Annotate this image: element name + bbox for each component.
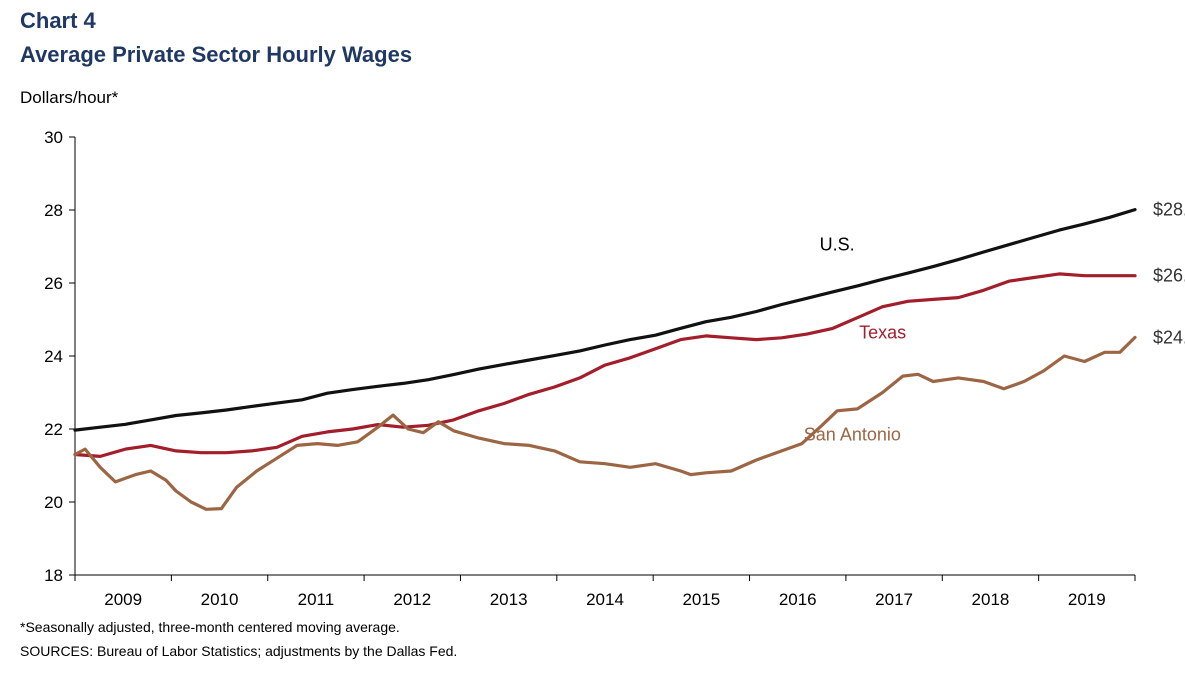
series-label: San Antonio <box>804 424 901 444</box>
x-tick-label: 2010 <box>201 590 239 609</box>
series-label: Texas <box>859 322 906 342</box>
series-line-u-s <box>73 208 1137 432</box>
x-tick-label: 2013 <box>490 590 528 609</box>
series-line-texas <box>73 272 1137 458</box>
x-tick-label: 2011 <box>298 590 335 609</box>
y-tick-label: 20 <box>44 493 63 512</box>
x-tick-label: 2018 <box>972 590 1010 609</box>
y-tick-label: 28 <box>44 201 63 220</box>
labels-layer: $28.01 $26.20 $24.51 U.S. Texas San Antonio <box>804 200 1185 445</box>
x-tick-label: 2012 <box>393 590 431 609</box>
footnote: *Seasonally adjusted, three-month center… <box>20 619 400 635</box>
y-tick-label: 26 <box>44 274 63 293</box>
y-tick-label: 22 <box>44 420 63 439</box>
x-tick-label: 2019 <box>1068 590 1106 609</box>
sources-note: SOURCES: Bureau of Labor Statistics; adj… <box>20 643 458 659</box>
end-value-label: $26.20 <box>1153 266 1185 286</box>
series-line-san-antonio <box>73 335 1137 511</box>
end-value-label: $24.51 <box>1153 327 1185 347</box>
chart-axes: 18 20 22 24 26 28 30 2009 2010 2011 2012 2013 2014 20… <box>44 128 1136 609</box>
x-tick-label: 2017 <box>875 590 913 609</box>
y-axis-unit-label: Dollars/hour* <box>20 88 119 107</box>
y-tick-label: 24 <box>44 347 63 366</box>
end-value-label: $28.01 <box>1153 200 1185 220</box>
chart-title: Average Private Sector Hourly Wages <box>20 42 413 67</box>
chart-number: Chart 4 <box>20 8 96 33</box>
x-tick-label: 2015 <box>682 590 720 609</box>
y-tick-label: 30 <box>44 128 63 147</box>
series-label: U.S. <box>820 235 855 255</box>
x-tick-label: 2016 <box>779 590 817 609</box>
series-layer <box>73 208 1137 511</box>
y-tick-label: 18 <box>44 566 63 585</box>
x-tick-label: 2014 <box>586 590 624 609</box>
x-tick-label: 2009 <box>104 590 142 609</box>
